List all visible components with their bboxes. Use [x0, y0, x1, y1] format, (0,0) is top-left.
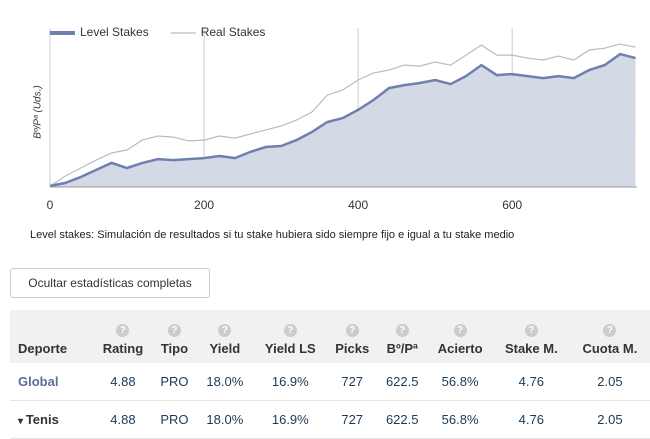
help-icon: ?: [283, 324, 297, 337]
header-cell: ? Tipo: [152, 310, 197, 363]
x-tick-label: 0: [47, 198, 54, 212]
cell-text: 4.88: [110, 412, 136, 427]
cell-text: 4.76: [518, 412, 544, 427]
cell-text: 18.0%: [206, 374, 244, 389]
chart: Bº/Pª (Uds.) 0 200 400 600 Level Stakes Real …: [33, 25, 637, 212]
header-label: Yield LS: [264, 341, 316, 356]
table-cell: 622.5: [377, 400, 428, 439]
header-label: Rating: [102, 341, 144, 356]
line: [49, 52, 636, 188]
y-axis-label: Bº/Pª (Uds.): [33, 85, 44, 138]
cell-text: 16.9%: [271, 412, 309, 427]
table-cell: Global: [10, 363, 94, 401]
x-tick-label: 400: [348, 198, 368, 212]
header-cell: Deporte: [10, 310, 94, 363]
table-cell: 4.88: [93, 363, 153, 401]
table-cell: 56.8%: [427, 363, 493, 401]
cell-text: Global: [18, 374, 59, 389]
cell-text: 16.9%: [271, 374, 309, 389]
header-label: Cuota M.: [582, 341, 638, 356]
table-cell: 16.9%: [253, 400, 328, 439]
toggle-button[interactable]: Ocultar estadísticas completas: [10, 268, 210, 298]
help-icon: ?: [603, 324, 617, 337]
table-cell: 622.5: [377, 363, 428, 401]
help-icon: ?: [167, 324, 181, 337]
header-cell: ? Picks: [327, 310, 377, 363]
table-cell: 18.0%: [196, 400, 254, 439]
header-label: Bº/Pª: [386, 341, 418, 356]
table-cell: 4.76: [492, 400, 570, 439]
cell-text: 2.05: [597, 374, 623, 389]
help-icon: ?: [218, 324, 232, 337]
cell-text: 622.5: [385, 374, 419, 389]
header-cell: ? Acierto: [427, 310, 493, 363]
cell-text: 56.8%: [441, 374, 479, 389]
table-cell: 18.0%: [196, 363, 254, 401]
header-cell: ? Stake M.: [492, 310, 570, 363]
cell-text: 4.76: [518, 374, 544, 389]
table-row: ▾ Tenis 4.88 PRO 18.0% 16.9% 727 622.5 56.8% 4.7…: [10, 400, 650, 439]
area: [50, 54, 636, 187]
cell-text: 622.5: [385, 412, 419, 427]
header-cell: ? Bº/Pª: [377, 310, 428, 363]
table-cell: 2.05: [569, 363, 650, 401]
header-label: Tipo: [160, 341, 189, 356]
cell-text: PRO: [160, 412, 189, 427]
cell-text: 727: [341, 374, 364, 389]
cell-text: PRO: [160, 374, 189, 389]
cell-text: Tenis: [25, 412, 59, 427]
table-cell: PRO: [152, 400, 197, 439]
table-cell: 727: [327, 363, 377, 401]
table-cell: 727: [327, 400, 377, 439]
header-label: Yield: [209, 341, 241, 356]
cell-text: 4.88: [110, 374, 136, 389]
x-tick-label: 600: [502, 198, 522, 212]
cell-text: 18.0%: [206, 412, 244, 427]
cell-text: 56.8%: [441, 412, 479, 427]
stats-table: Deporte? Rating? Tipo? Yield? Yield LS? Picks…: [10, 310, 650, 439]
table-cell: 2.05: [569, 400, 650, 439]
header-cell: ? Cuota M.: [569, 310, 650, 363]
header-cell: ? Rating: [93, 310, 153, 363]
help-icon: ?: [453, 324, 467, 337]
table-cell: 56.8%: [427, 400, 493, 439]
table-cell: 16.9%: [253, 363, 328, 401]
table-cell: 4.88: [93, 400, 153, 439]
help-icon: ?: [345, 324, 359, 337]
expand-icon: ▾: [18, 416, 26, 427]
x-tick-label: 200: [194, 198, 214, 212]
header-label: Stake M.: [504, 341, 558, 356]
header-label: Picks: [335, 341, 370, 356]
legend-label: Level Stakes: [80, 25, 149, 39]
help-icon: ?: [395, 324, 409, 337]
header-cell: ? Yield: [196, 310, 254, 363]
help-icon: ?: [116, 324, 130, 337]
cell-text: 2.05: [597, 412, 623, 427]
help-icon: ?: [524, 324, 538, 337]
cell-text: 727: [341, 412, 364, 427]
header-label: Deporte: [18, 341, 68, 356]
table-cell: ▾ Tenis: [10, 400, 94, 439]
line: [49, 43, 636, 187]
header-label: Acierto: [437, 341, 483, 356]
header-cell: ? Yield LS: [253, 310, 328, 363]
table-cell: PRO: [152, 363, 197, 401]
table-cell: 4.76: [492, 363, 570, 401]
note: Level stakes: Simulación de resultados s…: [30, 229, 515, 241]
legend-label: Real Stakes: [201, 25, 266, 39]
table-row: Global 4.88 PRO 18.0% 16.9% 727 622.5 56.8% 4.76…: [10, 363, 650, 401]
page: Bº/Pª (Uds.) 0 200 400 600 Level Stakes Real …: [10, 25, 650, 439]
